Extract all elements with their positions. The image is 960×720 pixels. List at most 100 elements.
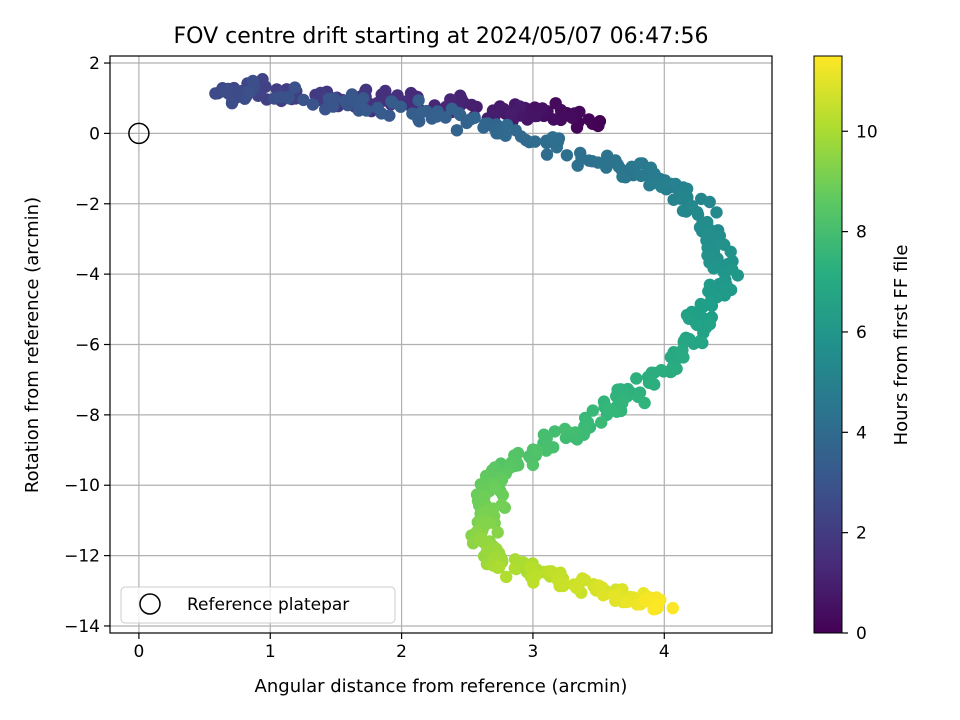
data-point: [508, 562, 521, 575]
data-point: [597, 589, 610, 602]
data-point: [450, 124, 464, 137]
data-point: [655, 180, 668, 194]
data-point: [489, 481, 502, 494]
data-point: [707, 262, 720, 275]
y-tick-label: 2: [89, 54, 100, 74]
data-point: [586, 404, 599, 417]
colorbar-tick-label: 6: [856, 323, 867, 343]
data-point: [633, 157, 647, 170]
data-point: [664, 365, 677, 379]
y-tick-label: −2: [75, 195, 100, 215]
data-point: [492, 561, 506, 574]
data-point: [360, 104, 373, 117]
y-tick-label: −8: [75, 406, 100, 426]
data-point: [355, 94, 368, 108]
x-axis-label: Angular distance from reference (arcmin): [255, 676, 628, 697]
data-point: [468, 111, 481, 124]
chart-title: FOV centre drift starting at 2024/05/07 …: [174, 24, 709, 49]
data-point: [499, 129, 512, 142]
data-point: [225, 97, 239, 110]
data-point: [326, 100, 340, 113]
data-point: [703, 195, 716, 209]
data-point: [655, 364, 668, 377]
data-point: [478, 491, 491, 504]
data-point: [526, 458, 540, 472]
x-tick-label: 1: [265, 642, 276, 662]
data-point: [412, 94, 425, 107]
y-tick-label: −12: [64, 547, 100, 567]
data-point: [565, 111, 578, 124]
y-tick-label: −4: [75, 265, 100, 285]
data-point: [415, 106, 428, 119]
y-tick-label: −6: [75, 336, 100, 356]
data-point: [546, 131, 559, 144]
x-tick-label: 4: [659, 642, 670, 662]
data-point: [651, 599, 664, 613]
colorbar-gradient: [813, 55, 843, 634]
data-point: [574, 146, 587, 160]
data-point: [554, 103, 568, 117]
data-point: [557, 577, 570, 590]
data-point: [558, 422, 572, 436]
reference-point: [128, 122, 150, 145]
data-point: [530, 444, 543, 457]
data-point: [576, 572, 589, 585]
y-tick-label: −10: [64, 476, 100, 496]
data-point: [608, 589, 621, 602]
colorbar-tick-label: 8: [856, 223, 867, 243]
data-point: [616, 170, 629, 183]
colorbar-tick-label: 2: [856, 524, 867, 544]
data-point: [528, 135, 542, 148]
data-point: [454, 108, 467, 122]
data-point: [710, 206, 723, 219]
data-point: [394, 100, 407, 113]
data-point: [560, 149, 574, 162]
data-point: [345, 93, 358, 106]
x-tick-label: 2: [396, 642, 407, 662]
legend: Reference platepar: [120, 586, 396, 624]
data-point: [243, 85, 256, 98]
data-point: [282, 91, 295, 105]
data-point: [483, 516, 496, 529]
data-point: [644, 161, 658, 174]
colorbar-tick-label: 4: [856, 423, 867, 443]
y-axis-ticks: 2 0 −2 −4 −6 −8 −10 −12 −14: [64, 54, 110, 637]
data-point: [569, 426, 582, 439]
data-point: [639, 593, 652, 606]
data-point: [645, 366, 658, 379]
y-tick-label: −14: [64, 617, 100, 637]
data-point: [439, 111, 452, 124]
data-point: [454, 89, 467, 102]
y-tick-label: 0: [89, 124, 100, 144]
data-point: [513, 100, 526, 113]
y-axis-label: Rotation from reference (arcmin): [22, 197, 43, 493]
data-point: [548, 425, 561, 438]
data-point: [504, 108, 518, 121]
data-point: [582, 154, 596, 167]
data-point: [477, 121, 490, 134]
data-point: [592, 579, 605, 592]
colorbar-tick-label: 0: [856, 624, 867, 644]
data-point: [500, 570, 513, 584]
colorbar-label: Hours from first FF file: [891, 245, 912, 446]
x-tick-label: 0: [133, 642, 144, 662]
data-point: [724, 283, 738, 297]
data-point: [595, 416, 608, 429]
legend-box: [120, 586, 396, 624]
data-point: [731, 269, 744, 282]
reference-marker: [128, 122, 150, 145]
data-point: [638, 396, 651, 410]
colorbar: 0 2 4 6 8 10 Hours from first FF file: [813, 55, 912, 644]
data-point: [496, 488, 509, 502]
data-point: [221, 84, 234, 97]
data-points: [209, 73, 744, 616]
data-point: [677, 351, 690, 364]
data-point: [570, 581, 583, 595]
data-point: [693, 304, 706, 318]
data-point: [630, 372, 643, 385]
colorbar-ticks: 0 2 4 6 8 10: [842, 122, 878, 644]
data-point: [612, 160, 626, 174]
data-point: [716, 237, 729, 250]
data-point: [620, 595, 634, 609]
